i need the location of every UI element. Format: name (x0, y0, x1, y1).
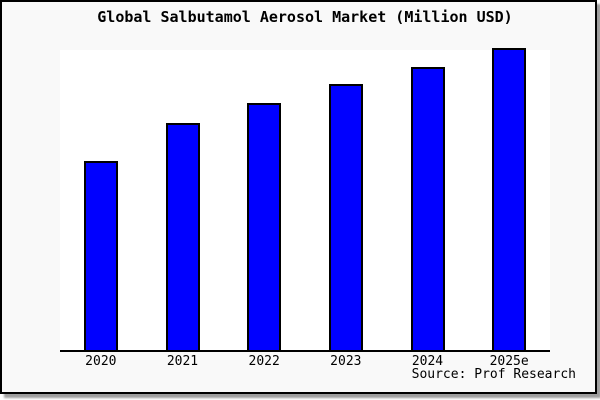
bar-2025e (492, 48, 527, 350)
x-tick-label-2023: 2023 (330, 354, 362, 369)
plot-area (60, 48, 550, 352)
bar-2020 (83, 161, 118, 350)
x-tick-label-2024: 2024 (411, 354, 444, 369)
x-tick-label-2020: 2020 (85, 354, 117, 369)
x-tick-label-2025e: 2025e (489, 354, 529, 369)
bar-2023 (328, 84, 363, 350)
chart-title: Global Salbutamol Aerosol Market (Millio… (97, 8, 513, 26)
bar-2021 (165, 123, 200, 350)
bar-2024 (410, 67, 445, 350)
x-tick-label-2021: 2021 (166, 354, 199, 369)
source-credit: Source: Prof Research (411, 367, 576, 382)
bar-2022 (247, 103, 282, 350)
x-tick-label-2022: 2022 (248, 354, 280, 369)
